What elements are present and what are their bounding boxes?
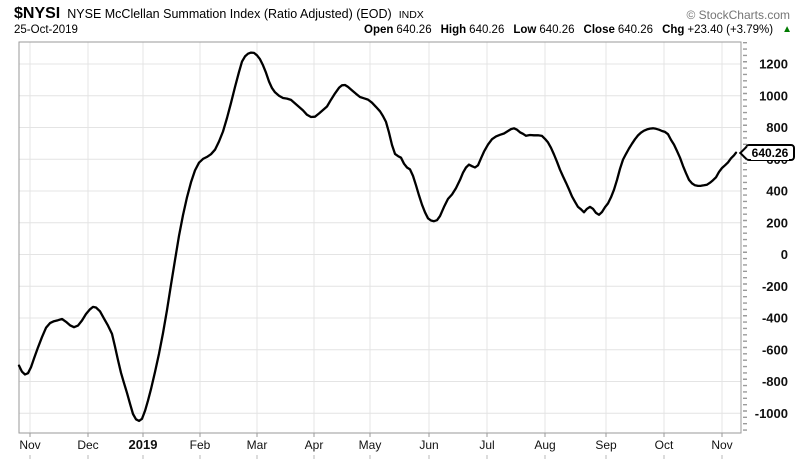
ticker-symbol: $NYSI <box>14 5 61 22</box>
up-triangle-icon: ▲ <box>782 24 792 35</box>
y-axis-label: -200 <box>762 279 788 294</box>
chart-date: 25-Oct-2019 <box>14 24 78 36</box>
chg-label: Chg <box>662 24 685 36</box>
x-axis-label: Nov <box>711 438 732 452</box>
x-axis-label: Jun <box>419 438 438 452</box>
quote-low: Low 640.26 <box>513 24 574 36</box>
x-axis-label: Dec <box>77 438 98 452</box>
x-axis-label: Feb <box>190 438 211 452</box>
high-value: 640.26 <box>469 24 505 36</box>
low-label: Low <box>513 24 537 36</box>
x-axis-label: Jul <box>479 438 494 452</box>
last-price-callout: 640.26 <box>738 144 795 162</box>
y-axis-label: 200 <box>766 215 788 230</box>
close-value: 640.26 <box>617 24 654 36</box>
x-axis-label: May <box>359 438 382 452</box>
y-axis-label: -600 <box>762 342 788 357</box>
x-axis-label: Oct <box>655 438 674 452</box>
y-axis-label: 0 <box>781 247 788 262</box>
quote-close: Close 640.26 <box>584 24 654 36</box>
plot-frame <box>18 41 742 434</box>
exchange-label: INDX <box>398 9 424 21</box>
high-label: High <box>440 24 467 36</box>
x-axis-label: Sep <box>595 438 617 452</box>
open-label: Open <box>364 24 394 36</box>
y-axis-label: -1000 <box>755 406 788 421</box>
quote-summary: Open 640.26 High 640.26 Low 640.26 Close 640… <box>364 24 792 36</box>
x-axis-label: 2019 <box>129 437 158 452</box>
y-axis-label: 1000 <box>759 88 788 103</box>
low-value: 640.26 <box>539 24 575 36</box>
y-axis-label: 800 <box>766 120 788 135</box>
last-price-value: 640.26 <box>750 145 790 160</box>
copyright-text: © StockCharts.com <box>686 8 790 22</box>
open-value: 640.26 <box>396 24 432 36</box>
y-axis-label: -800 <box>762 374 788 389</box>
x-axis-label: Mar <box>247 438 268 452</box>
price-line-series <box>17 51 738 423</box>
quote-change: Chg +23.40 (+3.79%) <box>662 24 773 36</box>
chart-header: $NYSI NYSE McClellan Summation Index (Ra… <box>14 5 424 23</box>
y-axis-label: 1200 <box>759 57 788 72</box>
chg-value: +23.40 (+3.79%) <box>687 24 774 36</box>
y-axis-label: 400 <box>766 184 788 199</box>
chart-title: NYSE McClellan Summation Index (Ratio Ad… <box>67 7 392 21</box>
x-axis-label: Apr <box>305 438 324 452</box>
x-axis-label: Aug <box>534 438 555 452</box>
x-axis-label: Nov <box>19 438 40 452</box>
quote-open: Open 640.26 <box>364 24 432 36</box>
quote-high: High 640.26 <box>441 24 505 36</box>
y-axis-label: -400 <box>762 311 788 326</box>
close-label: Close <box>583 24 615 36</box>
